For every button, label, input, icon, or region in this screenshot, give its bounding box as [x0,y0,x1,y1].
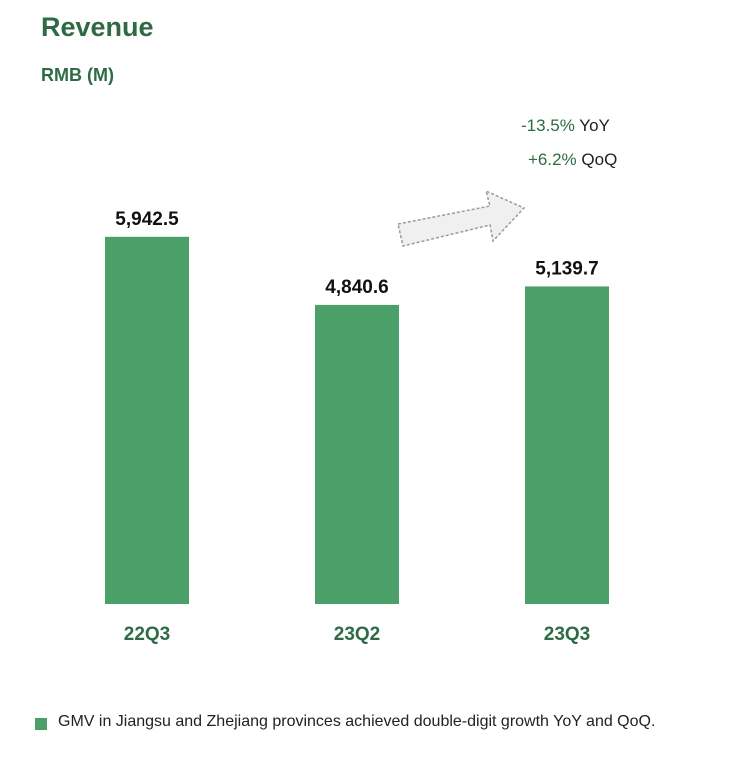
bar-23Q2 [315,304,399,604]
bar-23Q3 [525,286,609,604]
bar-chart: 5,942.5 22Q3 4,840.6 23Q2 5,139.7 23Q3 [105,189,609,645]
footer [0,692,736,758]
qoq-value: +6.2% [528,150,577,169]
footnote-text: GMV in Jiangsu and Zhejiang provinces ac… [58,713,656,730]
x-tick-label-23Q3: 23Q3 [544,624,590,645]
footnote-bullet-icon [35,718,47,730]
data-label-23Q3: 5,139.7 [535,258,598,279]
data-label-22Q3: 5,942.5 [115,209,179,230]
yoy-label: YoY [579,116,610,135]
data-label-23Q2: 4,840.6 [325,277,388,298]
qoq-annotation: +6.2% QoQ [528,150,617,170]
x-tick-label-22Q3: 22Q3 [124,624,170,645]
bar-22Q3 [105,236,189,605]
chart-title: Revenue [41,12,154,42]
growth-arrow-icon [397,189,526,247]
unit-label: RMB (M) [41,65,114,85]
yoy-annotation: -13.5% YoY [521,116,610,136]
qoq-label: QoQ [581,150,618,169]
x-tick-label-23Q2: 23Q2 [334,624,380,645]
yoy-value: -13.5% [521,116,575,135]
